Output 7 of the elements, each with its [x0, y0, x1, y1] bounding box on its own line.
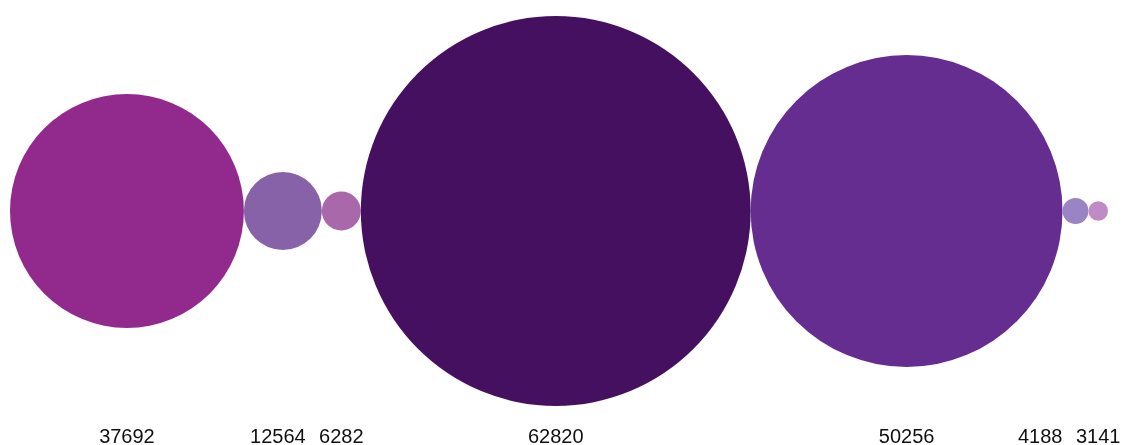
data-label: 50256 — [878, 425, 935, 445]
data-label: 3141 — [1076, 425, 1121, 445]
data-label: 4188 — [1018, 425, 1063, 445]
data-label: 62820 — [527, 425, 584, 445]
data-label: 12564 — [250, 425, 306, 445]
data-label: 37692 — [99, 425, 155, 445]
data-label: 6282 — [319, 425, 364, 445]
